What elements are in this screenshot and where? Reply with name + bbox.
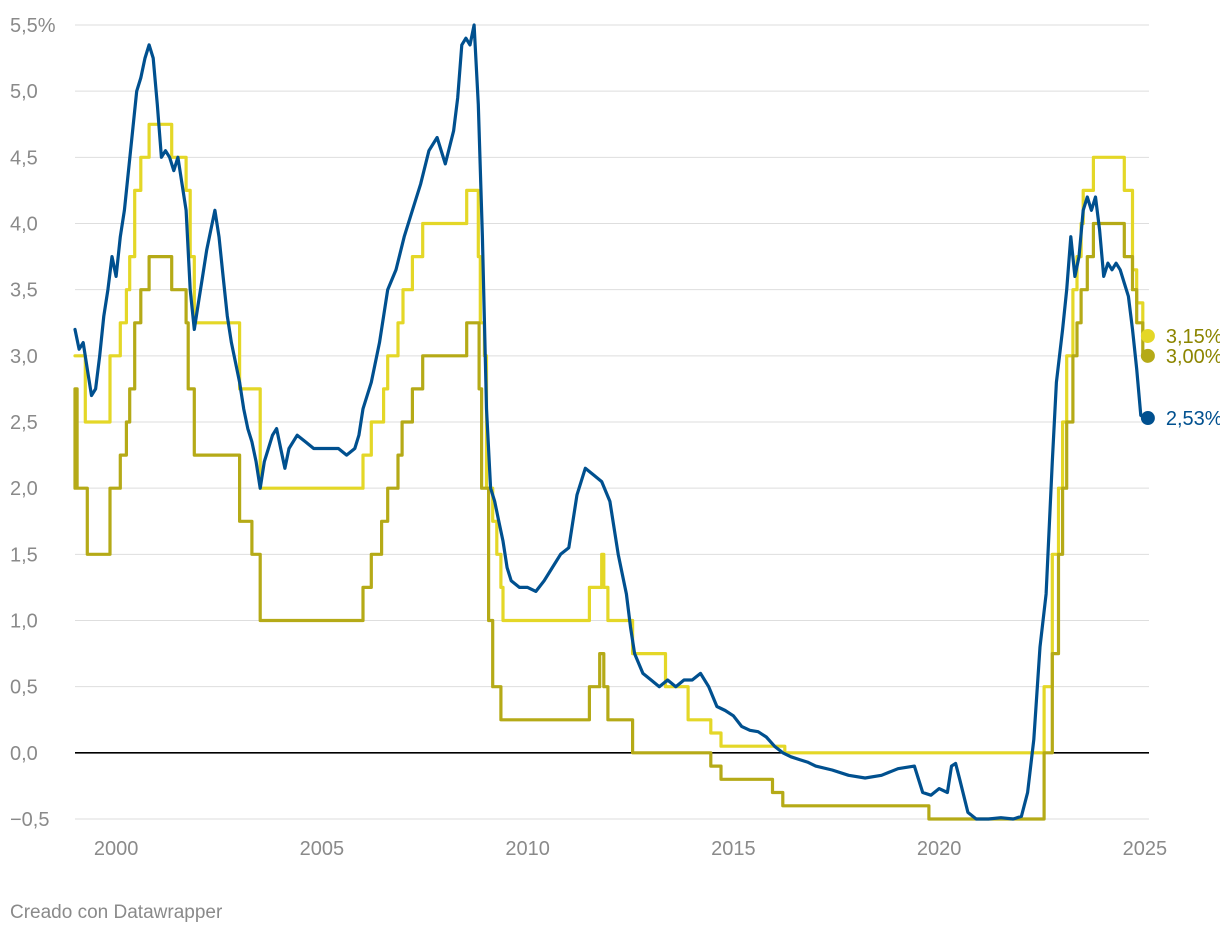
x-tick-label: 2025 bbox=[1123, 838, 1168, 860]
y-tick-label: 5,5% bbox=[10, 15, 56, 37]
y-tick-label: 3,5 bbox=[10, 280, 38, 302]
y-tick-label: 4,0 bbox=[10, 214, 38, 236]
y-tick-label: 3,0 bbox=[10, 346, 38, 368]
end-labels: 3,15%3,00% 2,53% bbox=[1140, 326, 1220, 430]
x-tick-label: 2015 bbox=[711, 838, 756, 860]
y-tick-label: 1,0 bbox=[10, 611, 38, 633]
x-tick-label: 2010 bbox=[505, 838, 550, 860]
series-end-dot bbox=[1140, 348, 1155, 363]
y-tick-label: 2,5 bbox=[10, 412, 38, 434]
x-tick-label: 2000 bbox=[94, 838, 139, 860]
y-axis-ticks: 5,5% 5,0 4,5 4,0 3,5 3,0 2,5 2,0 1,5 1,0 0,5 0,0 −0,… bbox=[10, 15, 56, 831]
x-axis-ticks: 2000 2005 2010 2015 2020 2025 bbox=[94, 838, 1167, 860]
series-end-label: 3,15% bbox=[1166, 326, 1220, 348]
x-tick-label: 2005 bbox=[300, 838, 345, 860]
y-tick-label: −0,5 bbox=[10, 809, 49, 831]
chart: 5,5% 5,0 4,5 4,0 3,5 3,0 2,5 2,0 1,5 1,0 0,5 0,0 −0,… bbox=[10, 15, 1220, 860]
series-end-dot bbox=[1140, 328, 1155, 343]
series-end-label: 2,53% bbox=[1166, 408, 1220, 430]
series-line bbox=[73, 122, 1147, 755]
x-tick-label: 2020 bbox=[917, 838, 962, 860]
y-tick-label: 2,0 bbox=[10, 478, 38, 500]
y-tick-label: 1,5 bbox=[10, 544, 38, 566]
y-tick-label: 5,0 bbox=[10, 81, 38, 103]
series-end-label: 3,00% bbox=[1166, 346, 1220, 368]
series-lines bbox=[73, 23, 1147, 821]
series-end-dot bbox=[1140, 411, 1155, 426]
y-tick-label: 4,5 bbox=[10, 147, 38, 169]
credit-text: Creado con Datawrapper bbox=[10, 902, 223, 923]
series-line bbox=[73, 23, 1147, 821]
gridlines bbox=[75, 24, 1149, 820]
y-tick-label: 0,5 bbox=[10, 677, 38, 699]
series-line bbox=[73, 221, 1147, 821]
y-tick-label: 0,0 bbox=[10, 743, 38, 765]
